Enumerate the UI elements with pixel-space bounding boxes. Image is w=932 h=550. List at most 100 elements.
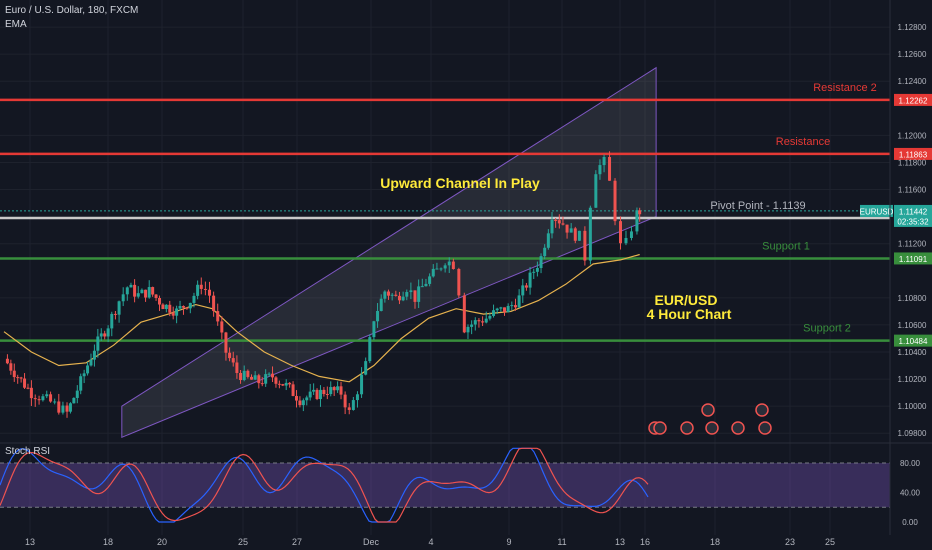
candle-28 [106,328,110,337]
rsi-title[interactable]: Stoch RSI [5,446,51,457]
event-icon-6[interactable] [701,403,715,417]
candle-144 [535,268,539,272]
candle-43 [161,304,165,310]
candle-132 [492,310,496,316]
candle-139 [517,295,521,308]
candle-148 [550,219,554,234]
candle-121 [447,261,451,266]
event-icon-1[interactable] [653,421,667,435]
candle-26 [99,333,103,337]
candle-78 [288,382,292,385]
event-icon-2[interactable] [680,421,694,435]
candle-40 [151,287,155,295]
candle-87 [318,389,322,400]
candle-154 [573,228,577,241]
candle-16 [65,405,69,412]
candle-134 [499,307,503,309]
indicator-label[interactable]: EMA [5,19,27,30]
candle-83 [305,397,309,401]
candle-114 [420,286,424,288]
event-icon-4[interactable] [731,421,745,435]
chart-title-line1: EUR/USD [654,292,717,308]
candle-7 [29,387,33,399]
candle-140 [521,285,525,296]
candle-91 [332,387,336,391]
candle-49 [181,306,185,308]
event-icon-3[interactable] [705,421,719,435]
candle-123 [457,269,461,296]
candle-120 [443,265,447,269]
candle-77 [284,382,288,386]
candle-160 [602,156,606,166]
resistance-2-label: Resistance 2 [813,82,877,94]
candle-100 [368,337,372,362]
rsi-tick-1: 40.00 [900,489,921,498]
time-tick-9: 13 [615,537,625,547]
candle-69 [257,375,261,384]
candle-97 [355,394,359,401]
time-tick-12: 23 [785,537,795,547]
candle-23 [89,359,93,366]
candle-113 [417,286,421,302]
candle-164 [624,237,628,244]
candle-79 [291,384,295,396]
price-tick-5: 1.11600 [898,186,927,195]
candle-138 [513,305,517,308]
time-tick-11: 18 [710,537,720,547]
candle-65 [242,370,246,381]
event-icon-5[interactable] [758,421,772,435]
event-icon-7[interactable] [755,403,769,417]
chart-title-line2: 4 Hour Chart [647,306,732,322]
candle-162 [613,180,617,222]
time-tick-6: 4 [428,537,433,547]
candle-45 [168,304,172,313]
event-icons[interactable] [648,403,772,435]
time-tick-3: 25 [238,537,248,547]
ema-line [3,253,640,383]
candle-158 [594,174,598,208]
candle-150 [557,220,561,224]
candle-55 [203,288,207,290]
candle-59 [220,321,224,333]
candle-13 [53,401,57,403]
candle-103 [379,298,383,311]
candle-102 [376,310,380,322]
candle-42 [157,297,161,305]
candle-101 [372,321,376,338]
candle-76 [281,384,285,386]
candle-116 [428,276,432,284]
candle-130 [484,318,488,323]
candle-25 [96,336,100,351]
candle-44 [164,304,168,310]
candle-151 [561,223,565,225]
candle-155 [577,230,581,241]
candle-93 [339,386,343,395]
rsi-tick-2: 0.00 [902,518,918,527]
current-price-value: 1.11442 [899,207,928,216]
candle-24 [92,350,96,360]
support-2-label: Support 2 [803,323,851,335]
candle-17 [68,403,72,412]
candle-21 [82,373,86,377]
candle-18 [72,397,76,404]
candle-133 [495,308,499,311]
candle-167 [638,210,642,215]
candle-95 [347,407,351,410]
candle-14 [57,401,61,413]
candle-70 [260,383,264,385]
candle-46 [171,312,175,316]
candle-108 [397,295,401,301]
candle-109 [401,296,405,301]
candle-142 [528,272,532,288]
candle-53 [196,284,200,296]
channel-title: Upward Channel In Play [380,175,540,191]
candle-50 [185,307,189,309]
candle-31 [117,301,121,315]
levels: Resistance 2 1.12262 Resistance 1.11863 Pivo… [0,82,932,347]
candle-37 [140,289,144,294]
price-tick-2: 1.12400 [898,77,927,86]
price-tick-6: 1.11200 [898,240,927,249]
candles [5,151,642,418]
